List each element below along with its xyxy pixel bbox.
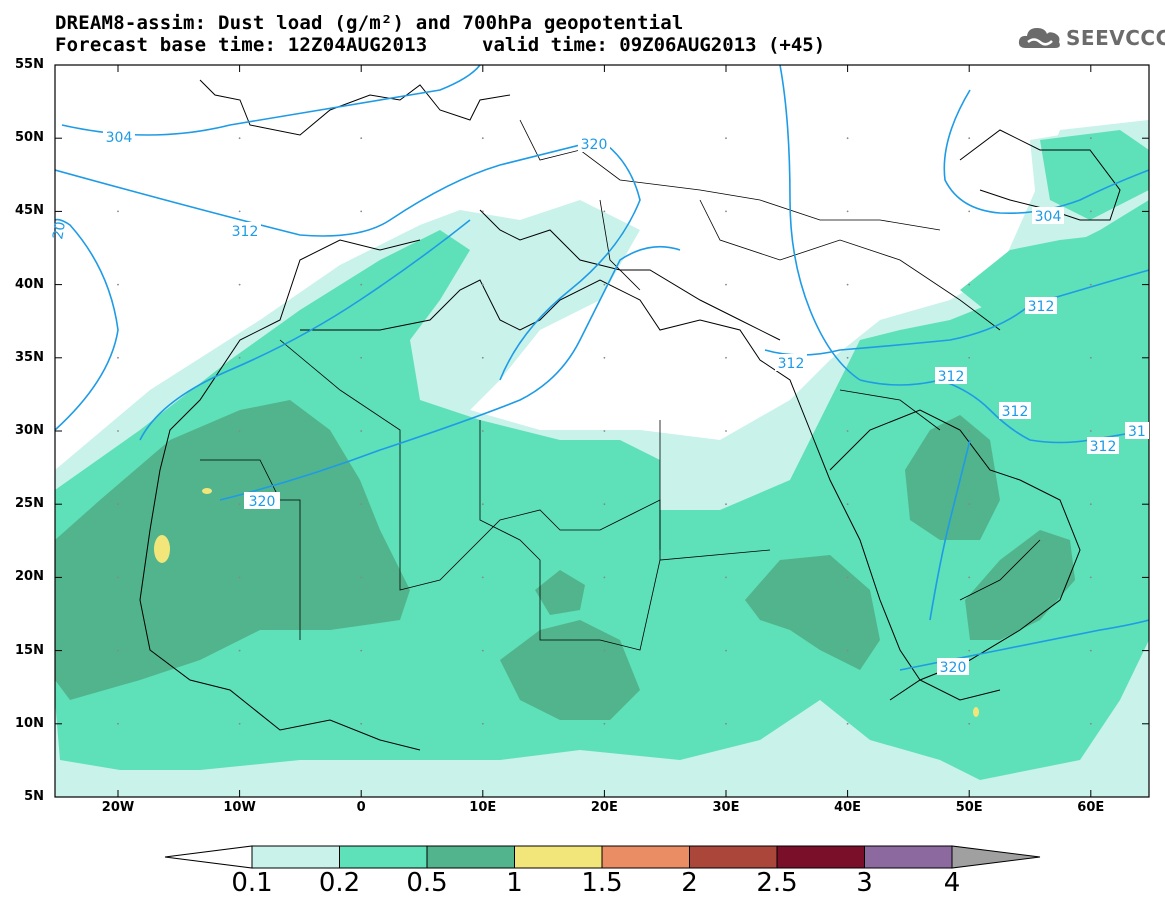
- dust-area-medium-gulf: [905, 415, 1000, 540]
- colorbar-swatch: [689, 845, 778, 869]
- svg-text:304: 304: [1035, 209, 1062, 225]
- contour-labels: 304 320 320 312 20 304 312 312 312 312 3…: [50, 128, 1149, 676]
- lon-label: 60E: [1077, 800, 1105, 815]
- seevccc-logo: SEEVCCC: [1018, 24, 1165, 52]
- lon-label: 20E: [590, 800, 618, 815]
- colorbar: [164, 845, 1041, 869]
- contour-label: 320: [578, 135, 610, 153]
- dust-area-medium-libya: [535, 570, 585, 615]
- grid-dots: [117, 137, 1092, 725]
- svg-text:312: 312: [938, 369, 965, 385]
- contour-label: 312: [1087, 437, 1119, 455]
- lon-label: 20W: [101, 800, 135, 815]
- svg-text:31: 31: [1128, 424, 1146, 440]
- dust-area-high-sahara: [202, 488, 212, 494]
- lon-label: 10W: [223, 800, 256, 815]
- lat-label: 50N: [15, 130, 44, 146]
- svg-text:312: 312: [232, 224, 259, 240]
- svg-text:304: 304: [106, 130, 133, 146]
- map-title: DREAM8-assim: Dust load (g/m²) and 700hP…: [55, 12, 684, 34]
- lon-label: 0: [356, 800, 366, 815]
- dust-area-high-mauritania: [154, 535, 170, 563]
- lat-label: 15N: [15, 642, 44, 658]
- contour-label: 312: [229, 222, 261, 240]
- colorbar-swatch: [426, 845, 515, 869]
- colorbar-max-arrow: [951, 845, 1041, 869]
- forecast-base-time: Forecast base time: 12Z04AUG2013: [55, 34, 428, 56]
- logo-text: SEEVCCC: [1066, 26, 1165, 50]
- colorbar-tick-label: 2: [681, 868, 698, 898]
- lat-label: 20N: [15, 569, 44, 585]
- lat-label: 5N: [24, 789, 44, 804]
- dust-area-medium-chad: [500, 620, 640, 720]
- colorbar-tick-label: 0.2: [318, 868, 361, 898]
- svg-text:312: 312: [778, 356, 805, 372]
- colorbar-tick-label: 1: [506, 868, 523, 898]
- colorbar-tick-label: 3: [856, 868, 873, 898]
- contour-label: 20: [50, 220, 69, 240]
- colorbar-swatch: [776, 845, 865, 869]
- lat-label: 10N: [15, 715, 44, 731]
- lat-label: 25N: [15, 496, 44, 512]
- contour-label: 312: [1025, 297, 1057, 315]
- colorbar-swatch: [251, 845, 340, 869]
- svg-text:312: 312: [1002, 404, 1029, 420]
- colorbar-swatch: [514, 845, 603, 869]
- lat-label: 45N: [15, 203, 44, 219]
- valid-time: valid time: 09Z06AUG2013 (+45): [482, 34, 826, 56]
- svg-text:320: 320: [581, 137, 608, 153]
- contour-label: 304: [1032, 207, 1064, 225]
- contour-label: 312: [775, 354, 807, 372]
- svg-text:312: 312: [1028, 299, 1055, 315]
- colorbar-tick-label: 1.5: [581, 868, 623, 898]
- contour-label: 31: [1125, 422, 1149, 440]
- dust-area-light-n: [1040, 130, 1149, 220]
- colorbar-swatch: [339, 845, 428, 869]
- lon-label: 50E: [955, 800, 983, 815]
- colorbar-tick-label: 0.1: [231, 868, 273, 898]
- colorbar-tick-label: 4: [943, 868, 961, 898]
- country-borders: [200, 119, 1041, 651]
- dust-area-high-somalia: [973, 707, 979, 717]
- dust-area-medium-west: [55, 400, 410, 700]
- cloud-logo-icon: [1018, 28, 1060, 48]
- colorbar-min-arrow: [164, 845, 253, 869]
- coastlines: [139, 79, 1121, 751]
- contour-label: 320: [244, 492, 280, 510]
- lat-label: 35N: [15, 349, 44, 365]
- lon-label: 10E: [469, 800, 497, 815]
- lat-label: 40N: [15, 276, 44, 292]
- lon-label: 30E: [712, 800, 740, 815]
- contour-label: 312: [999, 402, 1031, 420]
- svg-text:312: 312: [1090, 439, 1117, 455]
- colorbar-swatch: [864, 845, 953, 869]
- dust-area-medium-oman: [965, 530, 1075, 640]
- dust-area-medium-sudan: [745, 555, 880, 670]
- colorbar-tick-label: 0.5: [406, 868, 448, 898]
- svg-text:320: 320: [940, 660, 967, 676]
- lat-label: 55N: [15, 57, 44, 72]
- lon-label: 40E: [834, 800, 862, 815]
- contour-label: 320: [937, 658, 969, 676]
- colorbar-tick-label: 2.5: [756, 868, 798, 898]
- svg-text:320: 320: [249, 494, 276, 510]
- contour-label: 304: [103, 128, 135, 146]
- contour-label: 312: [935, 367, 967, 385]
- colorbar-swatch: [601, 845, 690, 869]
- lat-label: 30N: [15, 423, 44, 438]
- svg-text:20: 20: [50, 220, 69, 240]
- dust-area-light-ne: [960, 230, 1149, 340]
